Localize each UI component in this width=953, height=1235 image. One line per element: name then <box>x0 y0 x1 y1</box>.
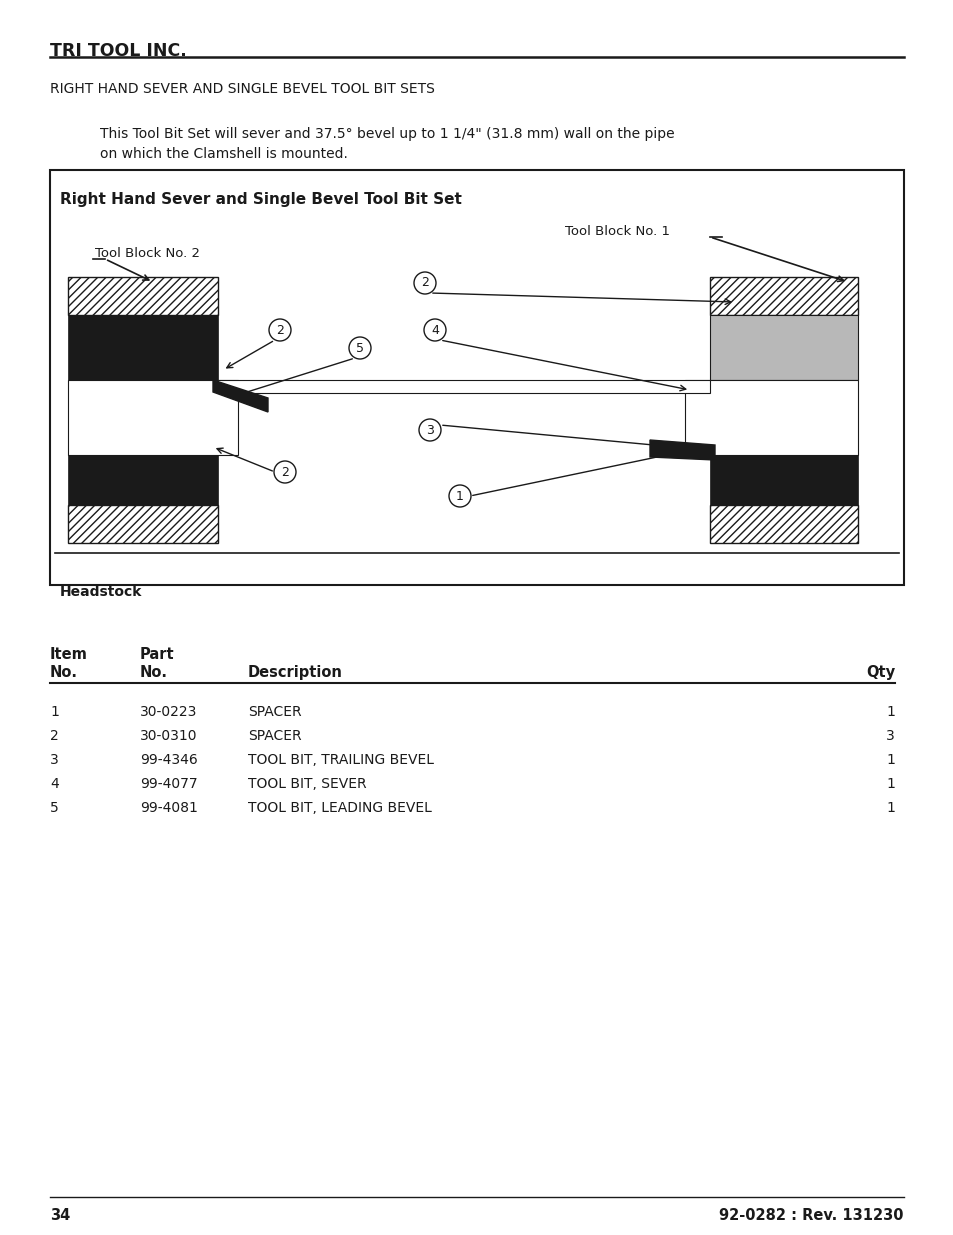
Bar <box>709 454 857 505</box>
Text: 3: 3 <box>885 729 894 743</box>
Bar <box>68 505 218 543</box>
Circle shape <box>449 485 471 508</box>
Text: 2: 2 <box>50 729 59 743</box>
Text: 1: 1 <box>885 753 894 767</box>
Bar <box>68 277 218 315</box>
Text: 30-0310: 30-0310 <box>140 729 197 743</box>
Text: This Tool Bit Set will sever and 37.5° bevel up to 1 1/4" (31.8 mm) wall on the : This Tool Bit Set will sever and 37.5° b… <box>100 127 674 141</box>
Circle shape <box>418 419 440 441</box>
Text: RIGHT HAND SEVER AND SINGLE BEVEL TOOL BIT SETS: RIGHT HAND SEVER AND SINGLE BEVEL TOOL B… <box>50 82 435 96</box>
Text: 4: 4 <box>50 777 59 790</box>
Text: 4: 4 <box>431 324 438 336</box>
Text: TOOL BIT, SEVER: TOOL BIT, SEVER <box>248 777 366 790</box>
Bar <box>709 277 857 315</box>
Polygon shape <box>649 440 714 459</box>
Bar <box>709 315 857 380</box>
Circle shape <box>274 461 295 483</box>
Text: Description: Description <box>248 664 342 680</box>
Text: TOOL BIT, LEADING BEVEL: TOOL BIT, LEADING BEVEL <box>248 802 432 815</box>
Text: SPACER: SPACER <box>248 705 301 719</box>
Bar <box>55 553 898 564</box>
Text: Item: Item <box>50 647 88 662</box>
Text: Qty: Qty <box>865 664 894 680</box>
Text: Right Hand Sever and Single Bevel Tool Bit Set: Right Hand Sever and Single Bevel Tool B… <box>60 191 461 207</box>
Bar <box>709 505 857 543</box>
Text: 2: 2 <box>420 277 429 289</box>
Circle shape <box>349 337 371 359</box>
Text: No.: No. <box>50 664 78 680</box>
Text: 1: 1 <box>885 705 894 719</box>
Bar <box>50 170 903 585</box>
Text: 5: 5 <box>355 342 364 354</box>
Text: Tool Block No. 1: Tool Block No. 1 <box>564 225 669 238</box>
Text: 1: 1 <box>885 802 894 815</box>
Text: 2: 2 <box>275 324 284 336</box>
Text: No.: No. <box>140 664 168 680</box>
Text: 1: 1 <box>885 777 894 790</box>
Text: Headstock: Headstock <box>60 585 142 599</box>
Text: 34: 34 <box>50 1208 71 1223</box>
Text: 99-4077: 99-4077 <box>140 777 197 790</box>
Text: 92-0282 : Rev. 131230: 92-0282 : Rev. 131230 <box>719 1208 903 1223</box>
Bar <box>68 380 237 454</box>
Text: 99-4346: 99-4346 <box>140 753 197 767</box>
Text: Tool Block No. 2: Tool Block No. 2 <box>95 247 200 261</box>
Text: 2: 2 <box>281 466 289 478</box>
Circle shape <box>414 272 436 294</box>
Circle shape <box>269 319 291 341</box>
Circle shape <box>423 319 446 341</box>
Text: 5: 5 <box>50 802 59 815</box>
Text: 3: 3 <box>426 424 434 436</box>
Text: SPACER: SPACER <box>248 729 301 743</box>
Text: 99-4081: 99-4081 <box>140 802 197 815</box>
Text: on which the Clamshell is mounted.: on which the Clamshell is mounted. <box>100 147 348 161</box>
Text: TOOL BIT, TRAILING BEVEL: TOOL BIT, TRAILING BEVEL <box>248 753 434 767</box>
Bar <box>218 380 709 393</box>
Text: TRI TOOL INC.: TRI TOOL INC. <box>50 42 187 61</box>
Text: 3: 3 <box>50 753 59 767</box>
Text: 30-0223: 30-0223 <box>140 705 197 719</box>
Polygon shape <box>213 380 268 412</box>
Text: 1: 1 <box>456 489 463 503</box>
Bar <box>68 315 218 380</box>
Bar <box>68 454 218 505</box>
Text: Part: Part <box>140 647 174 662</box>
Bar <box>684 380 857 454</box>
Text: 1: 1 <box>50 705 59 719</box>
